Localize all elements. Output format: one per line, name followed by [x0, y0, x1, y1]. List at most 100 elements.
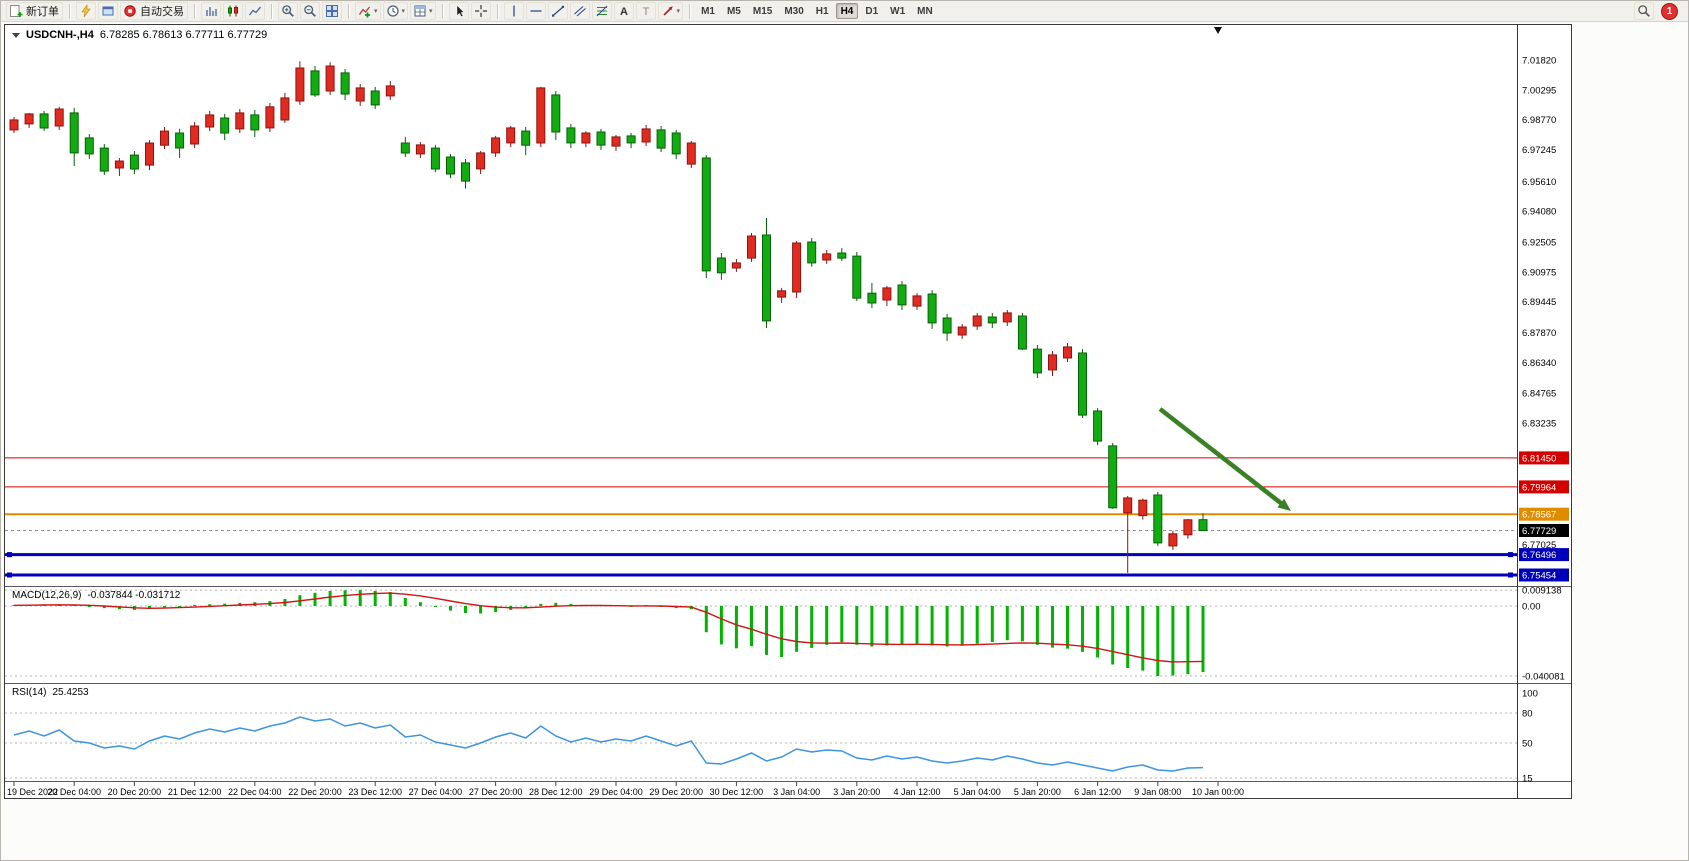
- svg-text:5 Jan 20:00: 5 Jan 20:00: [1014, 787, 1061, 797]
- zoom-out-button[interactable]: [300, 2, 320, 20]
- svg-text:0.009138: 0.009138: [1522, 586, 1562, 597]
- svg-text:9 Jan 08:00: 9 Jan 08:00: [1134, 787, 1181, 797]
- chevron-down-icon: ▾: [676, 7, 681, 15]
- channel-icon: [573, 4, 587, 18]
- svg-text:15: 15: [1522, 774, 1533, 785]
- trendline-button[interactable]: [547, 2, 568, 20]
- profiles-button[interactable]: [98, 2, 118, 20]
- new-order-button[interactable]: 新订单: [6, 2, 63, 20]
- svg-text:19 Dec 2022: 19 Dec 2022: [7, 787, 58, 797]
- charts-button[interactable]: [76, 2, 96, 20]
- svg-text:4 Jan 12:00: 4 Jan 12:00: [893, 787, 940, 797]
- crosshair-button[interactable]: [470, 2, 491, 20]
- toolbar-separator: [496, 3, 498, 19]
- svg-text:3 Jan 20:00: 3 Jan 20:00: [833, 787, 880, 797]
- toolbar-separator: [69, 3, 70, 19]
- line-chart-icon: [248, 4, 262, 18]
- timeframe-h1[interactable]: H1: [811, 3, 834, 19]
- timeframe-m1[interactable]: M1: [696, 3, 720, 19]
- indicators-add-icon: [358, 4, 372, 18]
- macd-signal-line: [13, 592, 1204, 663]
- fibonacci-button[interactable]: [591, 2, 612, 20]
- macd-values: -0.037844 -0.031712: [87, 590, 181, 601]
- svg-text:6.77025: 6.77025: [1522, 540, 1556, 551]
- rsi-value: 25.4253: [52, 687, 89, 698]
- chart-symbol-timeframe: USDCNH-,H4: [26, 29, 94, 41]
- autotrading-icon: [123, 4, 137, 18]
- svg-text:6.75454: 6.75454: [1522, 571, 1556, 582]
- svg-text:-0.040081: -0.040081: [1522, 672, 1565, 683]
- new-order-button-label: 新订单: [26, 6, 59, 18]
- autotrading-button[interactable]: 自动交易: [120, 2, 188, 20]
- timeframe-mn[interactable]: MN: [912, 3, 938, 19]
- svg-text:80: 80: [1522, 709, 1533, 720]
- svg-text:20 Dec 20:00: 20 Dec 20:00: [108, 787, 162, 797]
- horizontal-line-icon: [529, 4, 543, 18]
- timeframe-h4[interactable]: H4: [835, 3, 859, 19]
- chart-menu-arrow-icon[interactable]: [12, 32, 20, 38]
- svg-text:30 Dec 12:00: 30 Dec 12:00: [710, 787, 764, 797]
- periods-button[interactable]: ▾: [382, 2, 409, 20]
- svg-text:7.00295: 7.00295: [1522, 85, 1556, 96]
- svg-text:6.90975: 6.90975: [1522, 267, 1556, 278]
- chart-window: 7.01820 7.00295 6.98770 6.97245 6.95610 6.940…: [4, 24, 1572, 799]
- svg-text:100: 100: [1522, 689, 1538, 700]
- svg-text:6.94080: 6.94080: [1522, 207, 1556, 218]
- candlestick-button[interactable]: [223, 2, 243, 20]
- templates-button[interactable]: ▾: [410, 2, 436, 20]
- toolbar-separator: [689, 3, 691, 19]
- toolbar-separator: [194, 3, 195, 19]
- vertical-line-button[interactable]: [503, 2, 524, 20]
- text-label-button[interactable]: T: [635, 2, 656, 20]
- bar-chart-button[interactable]: [201, 2, 221, 20]
- timeframe-w1[interactable]: W1: [885, 3, 910, 19]
- svg-text:6.97245: 6.97245: [1522, 145, 1556, 156]
- cursor-button[interactable]: [448, 2, 469, 20]
- arrows-icon: [661, 4, 675, 18]
- toolbar-separator: [271, 3, 272, 19]
- macd-histogram: [12, 590, 1205, 676]
- notification-badge[interactable]: 1: [1661, 2, 1678, 20]
- search-button[interactable]: [1634, 2, 1654, 20]
- svg-text:3 Jan 04:00: 3 Jan 04:00: [773, 787, 820, 797]
- svg-text:6.83235: 6.83235: [1522, 419, 1556, 430]
- svg-text:10 Jan 00:00: 10 Jan 00:00: [1192, 787, 1244, 797]
- timeframe-m5[interactable]: M5: [722, 3, 746, 19]
- chevron-down-icon: ▾: [374, 7, 378, 15]
- toolbar-groups: 新订单 自动交易 ▾ ▾ ▾ A T ▾ M1 M5 M15 M30 H1 H4 D1 W1 MN: [5, 2, 939, 20]
- chart-title: USDCNH-,H4 6.78285 6.78613 6.77711 6.777…: [12, 29, 267, 41]
- zoom-out-icon: [303, 4, 317, 18]
- periods-clock-icon: [386, 4, 400, 18]
- timeframe-m15[interactable]: M15: [748, 3, 777, 19]
- horizontal-line-button[interactable]: [525, 2, 546, 20]
- svg-text:A: A: [620, 6, 628, 18]
- bar-chart-icon: [204, 4, 218, 18]
- tile-windows-icon: [325, 4, 339, 18]
- svg-text:7.01820: 7.01820: [1522, 56, 1556, 67]
- timeframe-m30[interactable]: M30: [779, 3, 808, 19]
- channel-button[interactable]: [569, 2, 590, 20]
- svg-text:6.78567: 6.78567: [1522, 510, 1556, 521]
- zoom-in-button[interactable]: [278, 2, 298, 20]
- svg-text:27 Dec 04:00: 27 Dec 04:00: [409, 787, 463, 797]
- svg-text:0.00: 0.00: [1522, 602, 1541, 613]
- tile-windows-button[interactable]: [322, 2, 342, 20]
- horizontal-price-lines: [5, 457, 1517, 578]
- svg-text:22 Dec 20:00: 22 Dec 20:00: [288, 787, 342, 797]
- text-icon: A: [617, 4, 631, 18]
- svg-text:20 Dec 04:00: 20 Dec 04:00: [47, 787, 101, 797]
- line-chart-button[interactable]: [245, 2, 265, 20]
- text-button[interactable]: A: [613, 2, 634, 20]
- svg-text:6.89445: 6.89445: [1522, 297, 1556, 308]
- timeframe-d1[interactable]: D1: [860, 3, 883, 19]
- arrows-button[interactable]: ▾: [657, 2, 684, 20]
- svg-text:6.87870: 6.87870: [1522, 328, 1556, 339]
- price-axis-tags: 6.81450 6.79964 6.78567 6.76496 6.75454 6.777…: [1519, 451, 1569, 582]
- macd-indicator-label: MACD(12,26,9) -0.037844 -0.031712: [12, 590, 180, 601]
- indicators-button[interactable]: ▾: [355, 2, 381, 20]
- candlestick-icon: [226, 4, 240, 18]
- chart-ohlc-values: 6.78285 6.78613 6.77711 6.77729: [99, 29, 268, 41]
- svg-text:27 Dec 20:00: 27 Dec 20:00: [469, 787, 523, 797]
- chart-canvas[interactable]: 7.01820 7.00295 6.98770 6.97245 6.95610 6.940…: [5, 25, 1571, 798]
- svg-text:6.84765: 6.84765: [1522, 389, 1556, 400]
